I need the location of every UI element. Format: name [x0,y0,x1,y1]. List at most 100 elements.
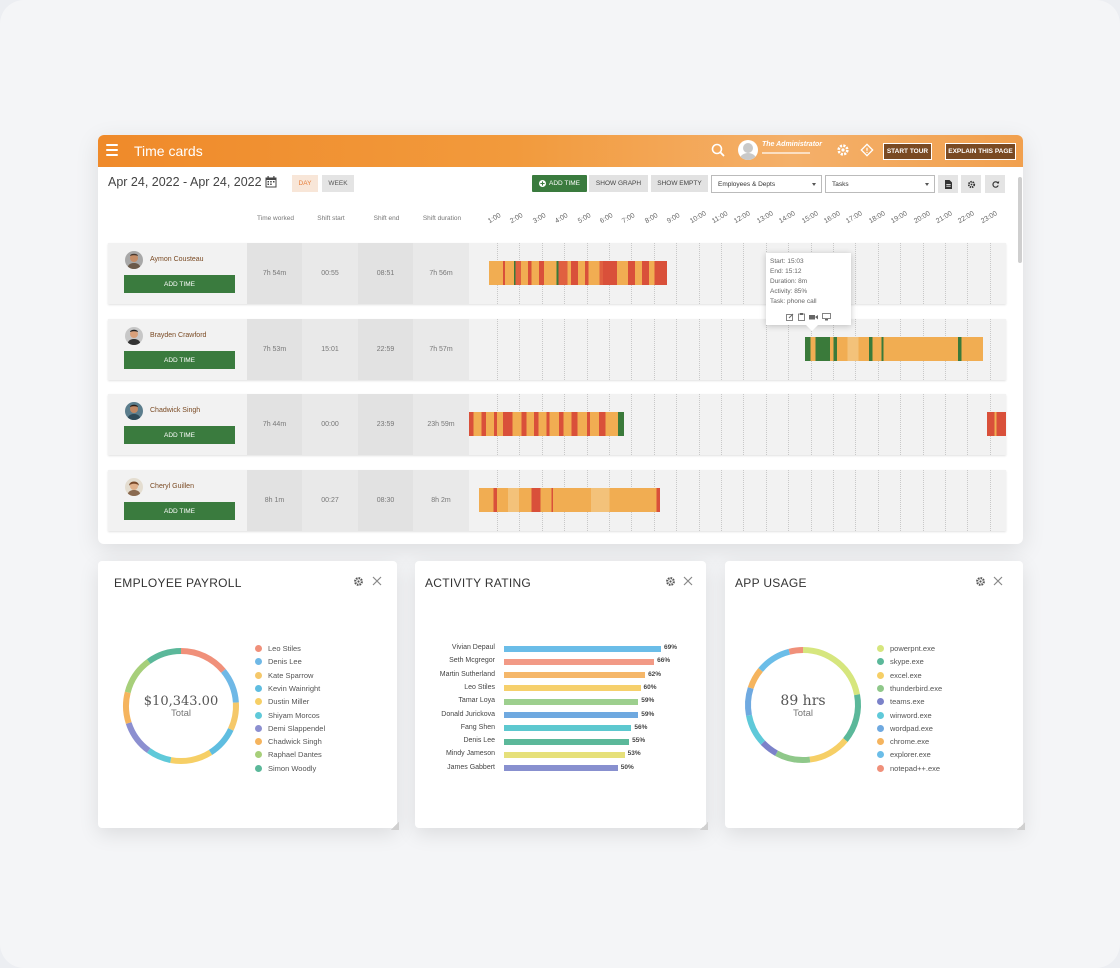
legend-item[interactable]: Shiyam Morcos [255,711,320,720]
employee-name[interactable]: Brayden Crawford [150,332,207,339]
legend-item[interactable]: Denis Lee [255,657,302,666]
donut-segment[interactable] [180,648,226,673]
donut-segment[interactable] [208,728,234,755]
search-icon[interactable] [711,143,725,157]
show-empty-button[interactable]: SHOW EMPTY [651,175,708,192]
legend-item[interactable]: Dustin Miller [255,697,309,706]
donut-segment[interactable] [746,714,766,745]
show-graph-button[interactable]: SHOW GRAPH [589,175,648,192]
legend-item[interactable]: excel.exe [877,671,922,680]
week-toggle[interactable]: WEEK [322,175,354,192]
activity-bar[interactable] [504,658,655,665]
legend-item[interactable]: Kevin Wainright [255,684,320,693]
activity-bar[interactable] [504,645,661,652]
clipboard-icon[interactable] [798,313,805,321]
donut-segment[interactable] [747,668,764,690]
activity-bar[interactable] [504,672,646,679]
close-icon[interactable] [683,576,693,586]
row-add-time-button[interactable]: ADD TIME [124,502,235,520]
donut-segment[interactable] [788,647,804,655]
activity-bar[interactable] [504,738,630,745]
add-time-button[interactable]: ADD TIME [532,175,587,192]
legend-item[interactable]: Kate Sparrow [255,671,313,680]
close-icon[interactable] [993,576,1003,586]
resize-handle[interactable] [391,822,399,830]
legend-item[interactable]: Leo Stiles [255,644,301,653]
activity-timeline[interactable] [469,243,1006,304]
resize-handle[interactable] [1017,822,1025,830]
legend-item[interactable]: thunderbird.exe [877,684,942,693]
legend-item[interactable]: Raphael Dantes [255,750,322,759]
donut-segment[interactable] [125,721,151,753]
employee-name[interactable]: Chadwick Singh [150,407,201,414]
activity-timeline[interactable] [469,470,1006,531]
export-button[interactable] [938,175,958,193]
day-toggle[interactable]: DAY [292,175,318,192]
legend-item[interactable]: skype.exe [877,657,924,666]
donut-segment[interactable] [146,648,182,665]
gear-icon[interactable] [665,576,676,587]
legend-item[interactable]: wordpad.exe [877,724,933,733]
settings-button[interactable] [961,175,981,193]
employee-name[interactable]: Aymon Cousteau [150,256,204,263]
activity-bar[interactable] [504,685,641,692]
activity-bar[interactable] [987,412,1006,436]
legend-item[interactable]: notepad++.exe [877,764,940,773]
legend-item[interactable]: Demi Slappendel [255,724,325,733]
video-icon[interactable] [809,313,818,321]
donut-segment[interactable] [802,647,860,696]
legend-item[interactable]: powerpnt.exe [877,644,935,653]
activity-bar[interactable] [504,698,639,705]
legend-item[interactable]: chrome.exe [877,737,929,746]
row-add-time-button[interactable]: ADD TIME [124,426,235,444]
activity-timeline[interactable] [469,394,1006,455]
admin-name[interactable]: The Administrator [762,141,823,148]
donut-segment[interactable] [745,687,754,716]
settings-gear-icon[interactable] [836,143,850,157]
row-add-time-button[interactable]: ADD TIME [124,351,235,369]
donut-segment[interactable] [170,749,213,764]
vertical-scrollbar[interactable] [1018,177,1022,263]
donut-segment[interactable] [146,747,172,763]
donut-segment[interactable] [124,659,151,694]
screen-icon[interactable] [822,313,831,321]
row-add-time-button[interactable]: ADD TIME [124,275,235,293]
legend-item[interactable]: Simon Woodly [255,764,316,773]
activity-bar[interactable] [504,712,639,718]
employees-select[interactable]: Employees & Depts [711,175,822,193]
donut-segment[interactable] [809,738,848,763]
activity-bar[interactable] [479,488,660,512]
activity-bar[interactable] [469,412,624,436]
activity-bar[interactable] [504,751,625,758]
donut-segment[interactable] [228,702,239,731]
donut-segment[interactable] [842,694,861,742]
donut-segment[interactable] [220,669,239,703]
legend-item[interactable]: winword.exe [877,711,932,720]
activity-bar[interactable] [489,261,667,285]
legend-item[interactable]: Chadwick Singh [255,737,322,746]
gear-icon[interactable] [975,576,986,587]
activity-bar[interactable] [504,765,618,772]
date-range[interactable]: Apr 24, 2022 - Apr 24, 2022 [108,175,262,189]
donut-segment[interactable] [123,691,132,724]
donut-segment[interactable] [758,648,791,672]
donut-segment[interactable] [760,740,779,756]
start-tour-button[interactable]: START TOUR [883,143,932,160]
legend-item[interactable]: explorer.exe [877,750,931,759]
close-icon[interactable] [372,576,382,586]
refresh-button[interactable] [985,175,1005,193]
activity-timeline[interactable] [469,319,1006,380]
menu-icon[interactable] [106,144,118,156]
explain-page-button[interactable]: EXPLAIN THIS PAGE [945,143,1016,160]
legend-item[interactable]: teams.exe [877,697,925,706]
edit-icon[interactable] [786,313,794,321]
activity-bar[interactable] [805,337,983,361]
employee-name[interactable]: Cheryl Guillen [150,483,194,490]
help-diamond-icon[interactable] [860,143,874,157]
activity-bar[interactable] [504,725,632,732]
resize-handle[interactable] [700,822,708,830]
user-avatar[interactable] [738,140,758,160]
calendar-icon[interactable] [265,176,277,188]
gear-icon[interactable] [353,576,364,587]
donut-segment[interactable] [775,750,811,763]
